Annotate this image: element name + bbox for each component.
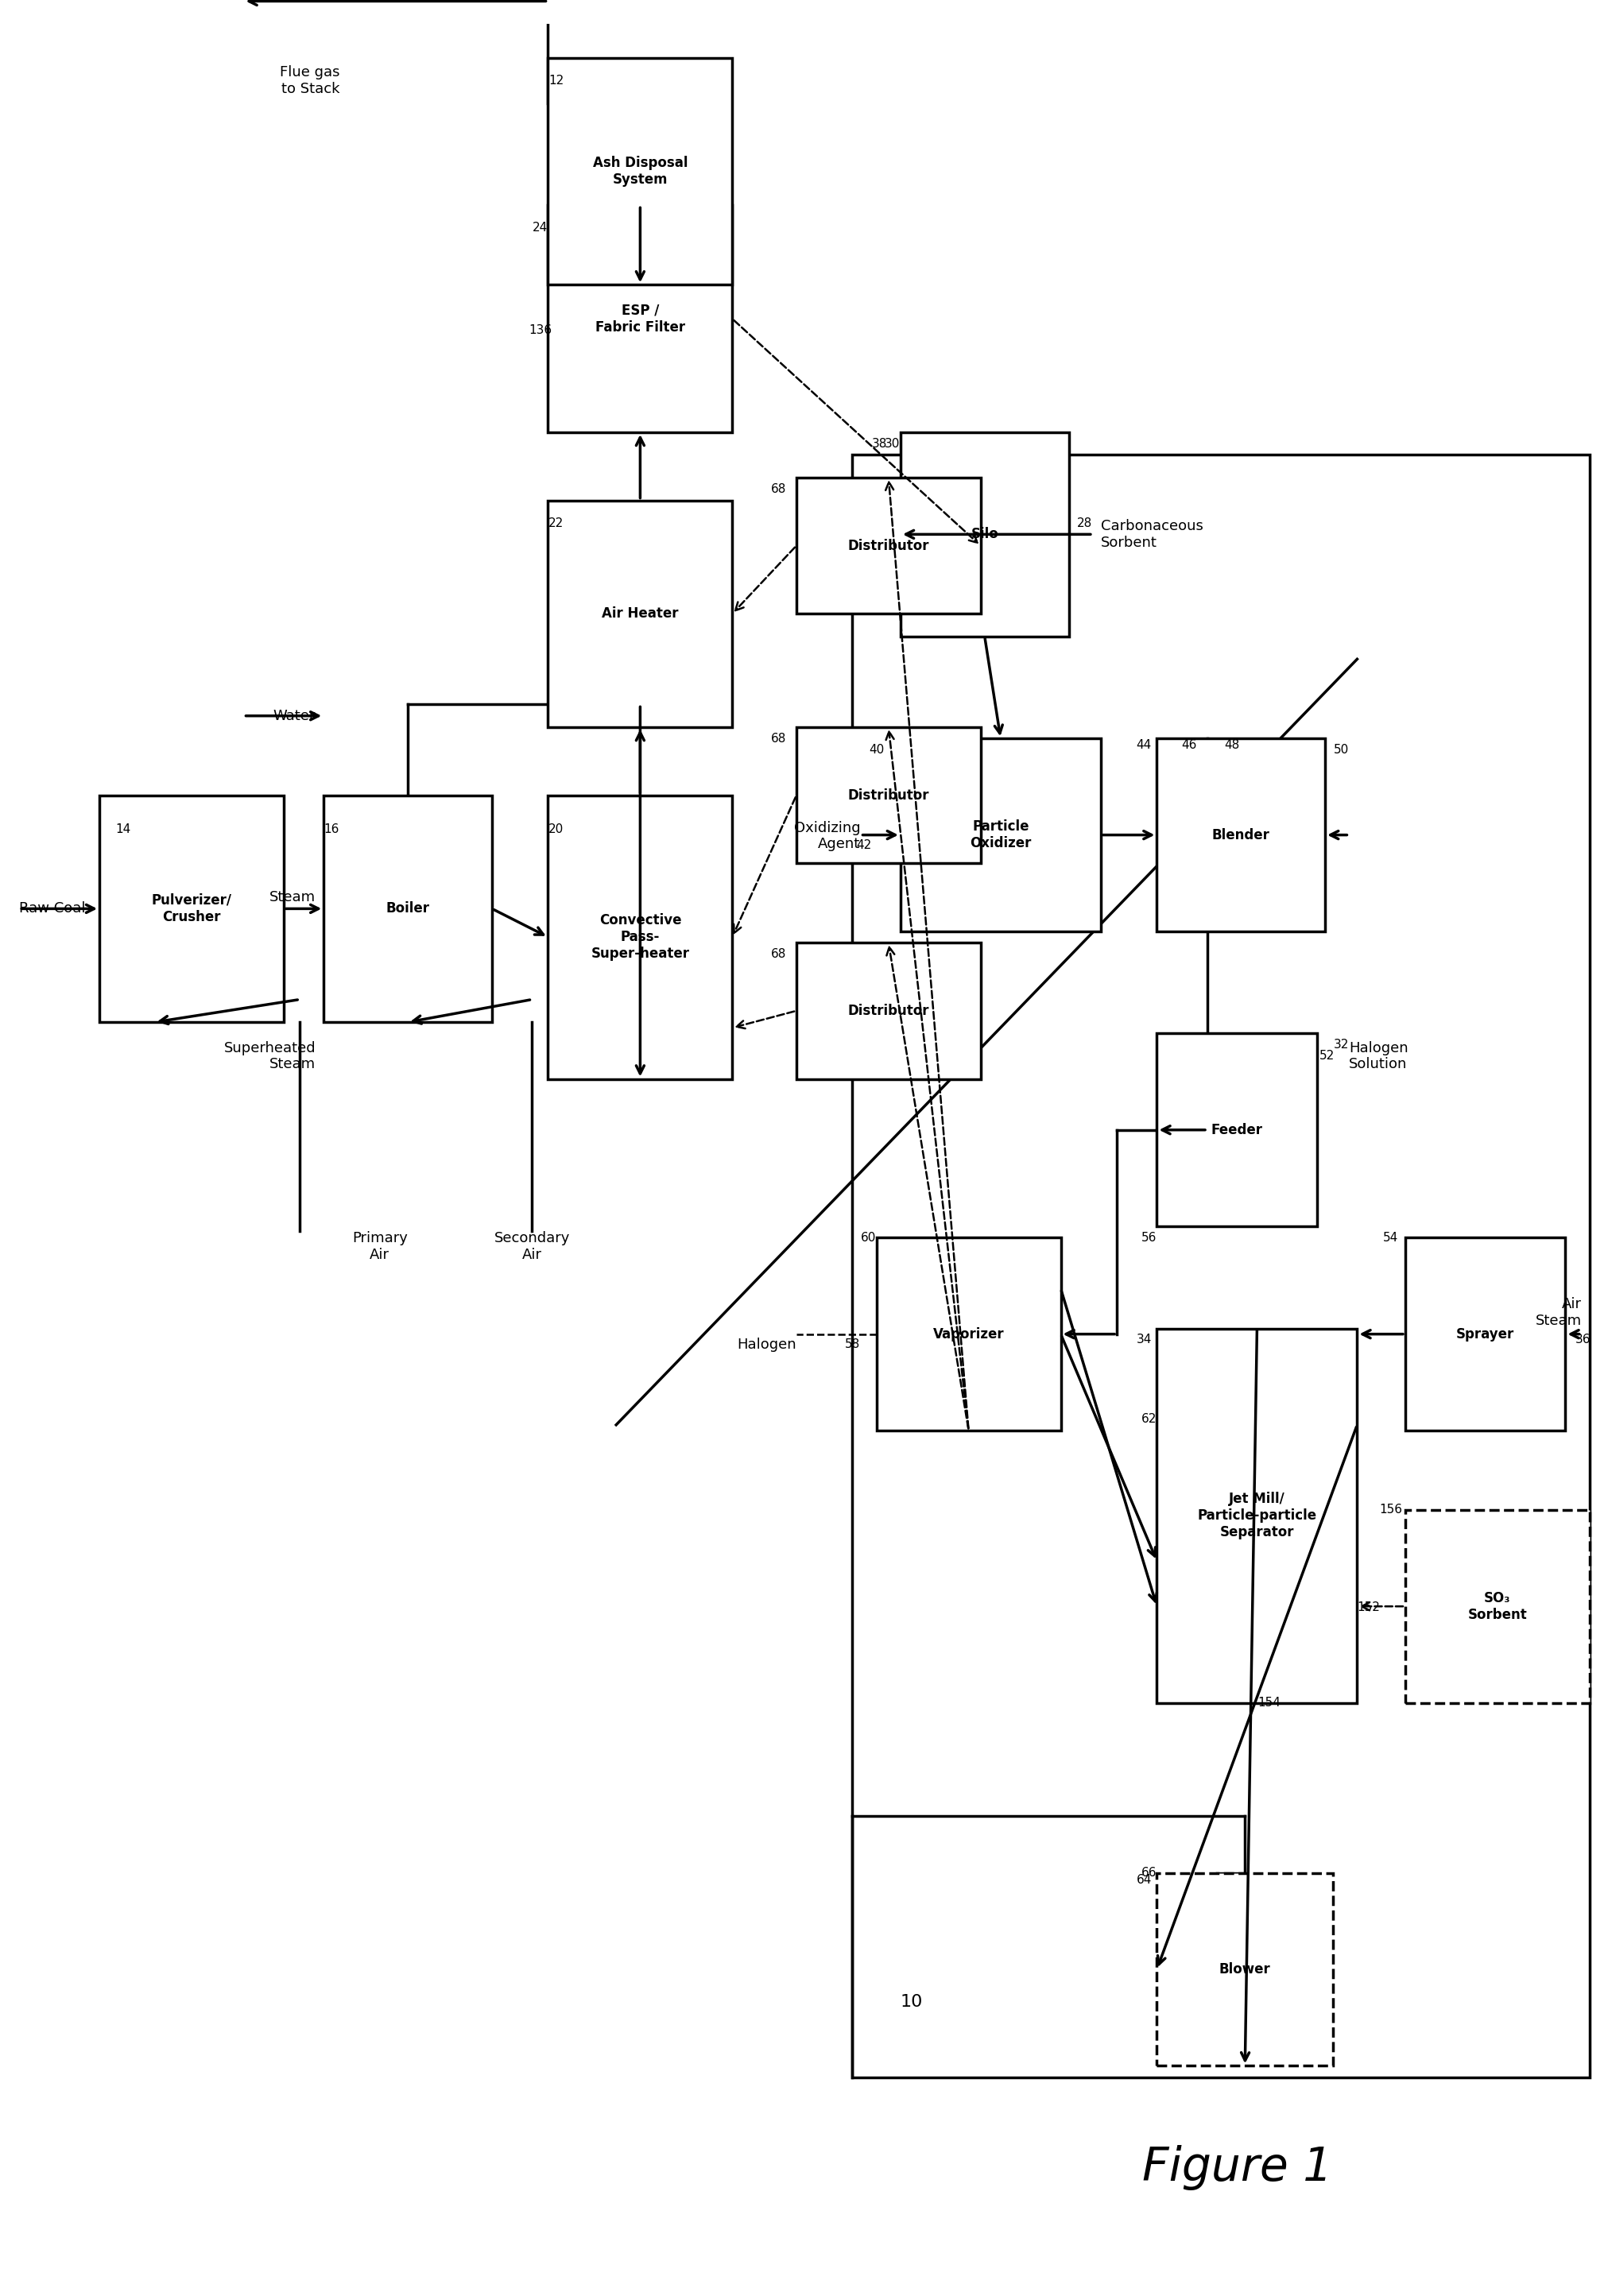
- Text: 20: 20: [548, 824, 563, 836]
- FancyBboxPatch shape: [796, 944, 981, 1079]
- Text: 10: 10: [900, 1995, 923, 2011]
- Text: 152: 152: [1356, 1603, 1380, 1614]
- Text: Halogen: Halogen: [736, 1336, 796, 1352]
- Text: 44: 44: [1135, 739, 1151, 751]
- Text: 30: 30: [884, 439, 900, 450]
- FancyBboxPatch shape: [548, 794, 732, 1079]
- Text: 66: 66: [1140, 1867, 1156, 1878]
- Text: Distributor: Distributor: [847, 1003, 929, 1017]
- Text: Convective
Pass-
Super-heater: Convective Pass- Super-heater: [590, 914, 690, 960]
- Text: Particle
Oxidizer: Particle Oxidizer: [970, 820, 1031, 850]
- Text: Flue gas
to Stack: Flue gas to Stack: [280, 64, 339, 96]
- FancyBboxPatch shape: [548, 501, 732, 728]
- Text: 156: 156: [1378, 1504, 1402, 1515]
- FancyBboxPatch shape: [1156, 1329, 1357, 1704]
- Text: Carbonaceous
Sorbent: Carbonaceous Sorbent: [1100, 519, 1203, 549]
- Text: Figure 1: Figure 1: [1142, 2144, 1331, 2190]
- Text: 52: 52: [1319, 1049, 1333, 1063]
- Text: 62: 62: [1140, 1414, 1156, 1426]
- Text: 64: 64: [1135, 1874, 1151, 1885]
- Text: 24: 24: [532, 223, 547, 234]
- Text: Distributor: Distributor: [847, 540, 929, 553]
- FancyBboxPatch shape: [1156, 739, 1325, 932]
- Text: 46: 46: [1180, 739, 1196, 751]
- Text: Steam: Steam: [270, 891, 315, 905]
- Text: 12: 12: [548, 73, 563, 87]
- FancyBboxPatch shape: [1156, 1874, 1333, 2066]
- Text: Feeder: Feeder: [1211, 1123, 1262, 1137]
- FancyBboxPatch shape: [548, 204, 732, 432]
- Text: 68: 68: [770, 482, 786, 496]
- Text: Vaporizer: Vaporizer: [933, 1327, 1003, 1341]
- FancyBboxPatch shape: [1404, 1511, 1589, 1704]
- Text: Superheated
Steam: Superheated Steam: [224, 1040, 315, 1072]
- Text: 68: 68: [770, 948, 786, 960]
- FancyBboxPatch shape: [100, 794, 283, 1022]
- Text: Pulverizer/
Crusher: Pulverizer/ Crusher: [151, 893, 232, 923]
- Text: 68: 68: [770, 732, 786, 744]
- Text: 42: 42: [855, 840, 872, 852]
- Text: 32: 32: [1333, 1038, 1348, 1052]
- Text: Blender: Blender: [1211, 829, 1269, 843]
- Text: 154: 154: [1257, 1697, 1280, 1708]
- Text: Air Heater: Air Heater: [601, 606, 679, 620]
- Text: 56: 56: [1140, 1231, 1156, 1244]
- Text: 40: 40: [868, 744, 884, 755]
- Text: Jet Mill/
Particle-particle
Separator: Jet Mill/ Particle-particle Separator: [1196, 1492, 1315, 1538]
- Text: Blower: Blower: [1219, 1963, 1270, 1977]
- FancyBboxPatch shape: [1156, 1033, 1317, 1226]
- Text: Ash Disposal
System: Ash Disposal System: [592, 156, 687, 186]
- Text: 38: 38: [872, 439, 888, 450]
- FancyBboxPatch shape: [796, 728, 981, 863]
- Text: 28: 28: [1077, 517, 1092, 528]
- Text: Primary
Air: Primary Air: [352, 1231, 407, 1263]
- FancyBboxPatch shape: [548, 57, 732, 285]
- FancyBboxPatch shape: [900, 432, 1068, 636]
- FancyBboxPatch shape: [323, 794, 492, 1022]
- Text: 22: 22: [548, 517, 563, 528]
- Text: 136: 136: [527, 324, 552, 335]
- Text: Oxidizing
Agent: Oxidizing Agent: [794, 820, 860, 852]
- Text: 36: 36: [1574, 1334, 1590, 1345]
- Text: ESP /
Fabric Filter: ESP / Fabric Filter: [595, 303, 685, 335]
- Text: 54: 54: [1383, 1231, 1397, 1244]
- Text: SO₃
Sorbent: SO₃ Sorbent: [1466, 1591, 1526, 1621]
- Text: Distributor: Distributor: [847, 788, 929, 801]
- Text: 34: 34: [1135, 1334, 1151, 1345]
- Text: Silo: Silo: [970, 528, 999, 542]
- Text: 60: 60: [860, 1231, 876, 1244]
- FancyBboxPatch shape: [796, 478, 981, 613]
- FancyBboxPatch shape: [876, 1238, 1060, 1430]
- FancyBboxPatch shape: [1404, 1238, 1565, 1430]
- Text: 50: 50: [1333, 744, 1348, 755]
- Text: Water: Water: [273, 709, 315, 723]
- Text: Secondary
Air: Secondary Air: [494, 1231, 569, 1263]
- Text: 48: 48: [1224, 739, 1240, 751]
- Text: Sprayer: Sprayer: [1455, 1327, 1513, 1341]
- Text: Raw Coal: Raw Coal: [19, 902, 85, 916]
- Text: Air
Steam: Air Steam: [1534, 1297, 1581, 1327]
- Text: Halogen
Solution: Halogen Solution: [1349, 1040, 1407, 1072]
- Text: 58: 58: [844, 1339, 860, 1350]
- Text: 16: 16: [323, 824, 339, 836]
- FancyBboxPatch shape: [900, 739, 1100, 932]
- Text: Boiler: Boiler: [386, 902, 429, 916]
- Text: 14: 14: [116, 824, 132, 836]
